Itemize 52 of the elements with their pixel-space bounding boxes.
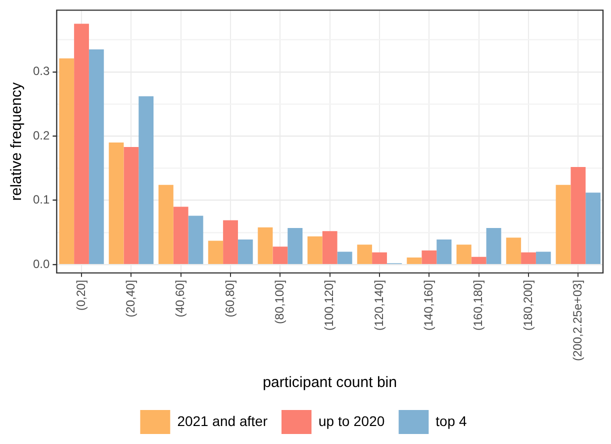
bar xyxy=(288,228,303,264)
x-tick-label: (200,2.25e+03] xyxy=(570,280,584,362)
bar xyxy=(188,216,204,264)
y-tick-label: 0.2 xyxy=(32,128,50,142)
bar xyxy=(124,147,139,264)
bar xyxy=(422,250,437,264)
bar xyxy=(322,231,338,264)
bar xyxy=(138,96,154,264)
bar xyxy=(506,238,522,264)
x-tick-label: (60,80] xyxy=(222,280,237,318)
bar xyxy=(307,236,322,264)
y-axis-title: relative frequency xyxy=(8,82,26,201)
bar xyxy=(59,58,74,264)
bar xyxy=(357,244,372,264)
x-tick-label: (160,180] xyxy=(471,280,486,331)
bar xyxy=(208,240,224,264)
x-tick-label: (100,120] xyxy=(322,280,336,331)
bar xyxy=(88,49,104,264)
x-tick-label: (40,60] xyxy=(173,280,188,318)
bar xyxy=(486,228,502,264)
bar xyxy=(536,252,551,264)
legend-label: up to 2020 xyxy=(318,412,385,429)
bar xyxy=(570,166,586,264)
y-tick-label: 0.1 xyxy=(32,192,50,207)
x-tick-label: (120,140] xyxy=(372,280,386,331)
legend-label: top 4 xyxy=(436,412,468,429)
x-axis-title: participant count bin xyxy=(262,374,397,392)
bar xyxy=(586,192,601,264)
bar xyxy=(108,142,124,264)
bar xyxy=(436,240,452,264)
bar xyxy=(258,227,273,264)
x-tick-label: (180,200] xyxy=(520,280,535,331)
bar xyxy=(272,246,288,264)
x-tick-label: (140,160] xyxy=(421,280,436,331)
y-tick-label: 0.3 xyxy=(32,64,50,78)
bar xyxy=(238,240,253,264)
bar xyxy=(372,252,387,264)
bar xyxy=(456,244,472,264)
x-tick-label: (0,20] xyxy=(74,280,88,311)
bar xyxy=(223,220,238,264)
bar xyxy=(158,184,174,264)
x-tick-label: (20,40] xyxy=(123,280,138,318)
bar xyxy=(74,24,89,264)
bar xyxy=(556,184,571,264)
bar xyxy=(521,252,536,264)
bar xyxy=(173,206,188,264)
legend-label: 2021 and after xyxy=(177,412,268,429)
bar xyxy=(406,258,422,264)
bar xyxy=(471,256,486,264)
bar xyxy=(337,252,352,264)
y-tick-label: 0.0 xyxy=(32,256,50,271)
x-tick-label: (80,100] xyxy=(272,280,286,324)
